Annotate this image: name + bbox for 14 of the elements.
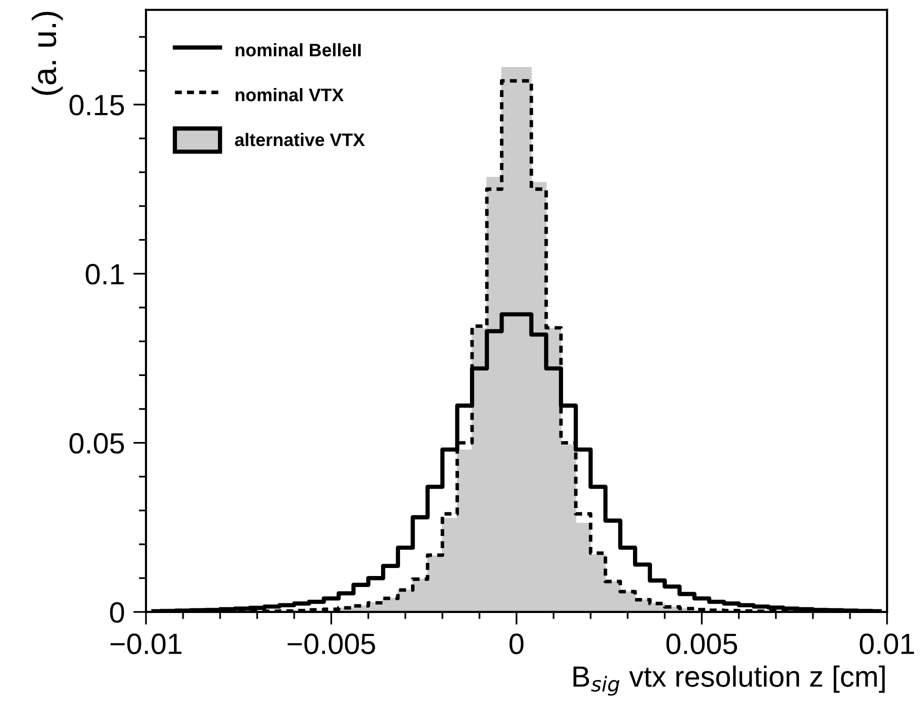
y-tick-label: 0.05 [70, 433, 124, 454]
legend-label: alternative VTX [234, 132, 365, 146]
y-tick-label: 0.1 [86, 264, 124, 285]
x-axis-title: B$_{sig}$ vtx resolution z [cm] [574, 666, 885, 696]
x-tick-label: 0 [510, 634, 524, 654]
y-axis-title: (a. u.) [32, 12, 63, 95]
legend-label: nominal BelleII [236, 43, 361, 56]
x-tick-label: 0.005 [666, 634, 738, 654]
legend-label: nominal VTX [236, 88, 344, 102]
y-tick-label: 0.15 [70, 94, 124, 116]
x-tick-label: −0.005 [288, 634, 376, 654]
x-tick-label: 0.01 [860, 634, 914, 654]
y-tick-label: 0 [110, 602, 124, 623]
x-tick-label: −0.01 [110, 634, 182, 654]
